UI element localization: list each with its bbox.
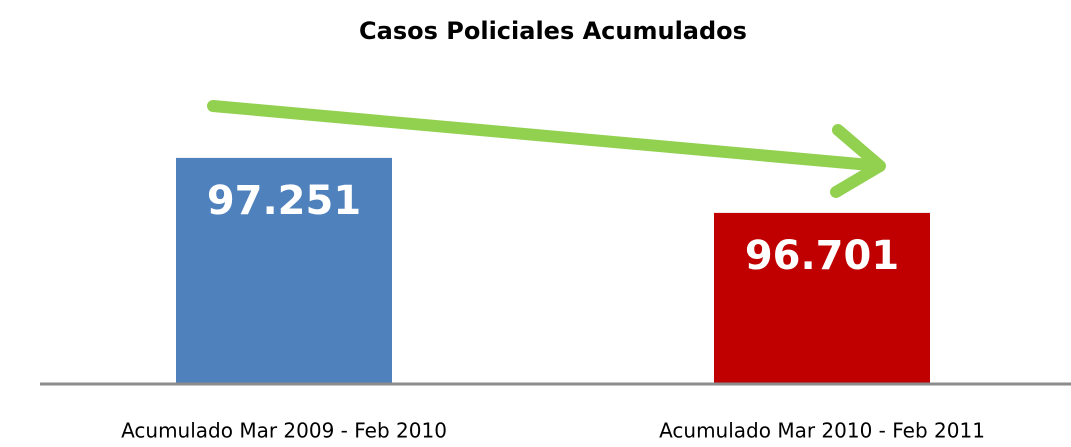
- x-tick-label: Acumulado Mar 2009 - Feb 2010: [121, 419, 447, 443]
- bar: [714, 212, 930, 383]
- value-label: 96.701: [745, 233, 899, 279]
- bar: [176, 157, 392, 383]
- x-tick-label: Acumulado Mar 2010 - Feb 2011: [659, 419, 985, 443]
- chart-title: Casos Policiales Acumulados: [359, 17, 747, 45]
- value-label: 97.251: [207, 178, 361, 224]
- trend-arrow: [207, 100, 886, 198]
